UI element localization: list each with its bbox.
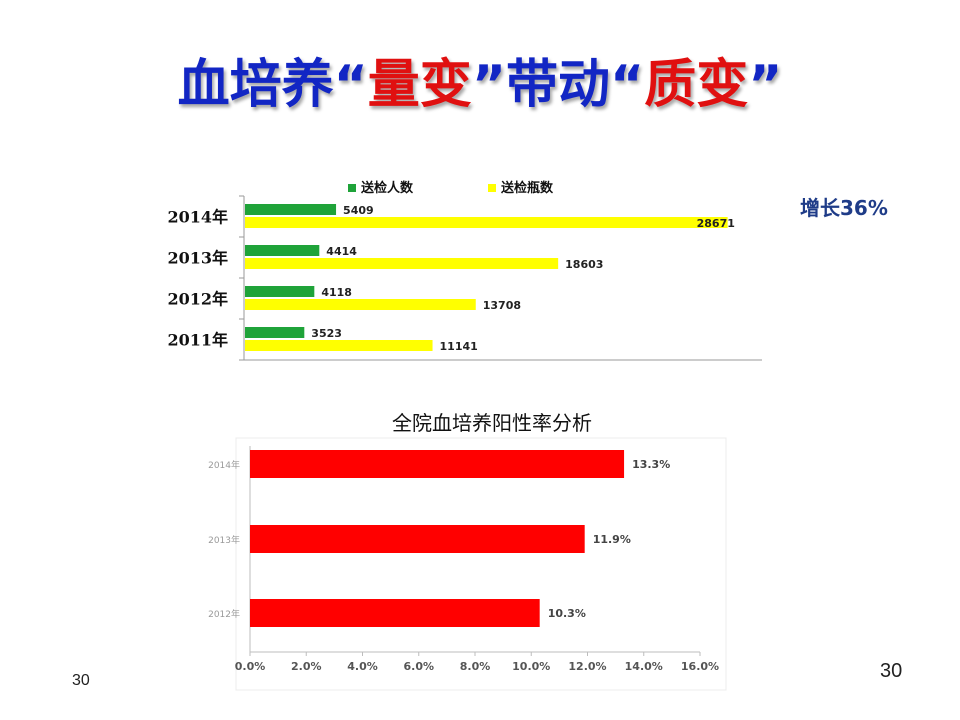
x-tick-label: 12.0% (568, 660, 606, 673)
legend-label-0: 送检人数 (360, 180, 414, 196)
data-label: 13.3% (632, 458, 670, 471)
category-label: 2014年 (208, 459, 240, 471)
chart-marks: 13.3% 11.9% 10.3% (250, 450, 670, 627)
page-number-left: 30 (72, 672, 90, 689)
category-label: 2014年 (167, 208, 228, 227)
bar-positive-rate (250, 450, 625, 478)
title-part-3: ” (471, 55, 506, 115)
data-label: 5409 (343, 204, 374, 217)
x-tick-label: 10.0% (512, 660, 550, 673)
x-tick-label: 14.0% (625, 660, 663, 673)
bar-persons (245, 327, 305, 338)
bar-persons (245, 204, 337, 215)
chart-axis: 2014年 2013年 2012年 2011年 (167, 195, 762, 361)
x-tick-label: 0.0% (235, 660, 266, 673)
plot-frame (235, 437, 727, 691)
title-part-6: 质变 (644, 55, 749, 115)
title-part-7: ” (748, 55, 783, 115)
data-label: 4414 (326, 245, 357, 258)
title-part-0: 血培养 (177, 55, 334, 115)
bar-bottles (245, 340, 433, 351)
data-label: 3523 (311, 327, 342, 340)
legend: 送检人数 送检瓶数 (348, 180, 554, 196)
category-label: 2012年 (167, 290, 228, 309)
data-label: 18603 (565, 258, 603, 271)
x-tick-label: 2.0% (291, 660, 322, 673)
data-label: 11141 (440, 340, 478, 353)
growth-note: 增长36% (800, 196, 888, 220)
bar-bottles (245, 217, 728, 228)
bar-chart-positive-rate: 全院血培养阳性率分析 0.0% 2.0% 4.0% 6.0% 8.0% 10.0% 12.0… (208, 411, 727, 691)
data-label: 10.3% (548, 607, 586, 620)
bar-persons (245, 245, 320, 256)
slide-title: 血培养“量变”带动 “质变” (0, 40, 960, 130)
x-tick-label: 6.0% (403, 660, 434, 673)
title-part-4: 带动 (506, 55, 611, 115)
title-part-1: “ (333, 55, 368, 115)
legend-swatch-0 (348, 184, 356, 192)
category-label: 2012年 (208, 608, 240, 620)
chart-axis: 0.0% 2.0% 4.0% 6.0% 8.0% 10.0% 12.0% 14.0% 16.0%… (208, 437, 727, 691)
chart-marks: 5409 28671 4414 18603 4118 13708 3523 11141 (245, 204, 735, 353)
bar-positive-rate (250, 599, 540, 627)
category-label: 2013年 (208, 534, 240, 546)
data-label: 13708 (483, 299, 521, 312)
data-label: 11.9% (593, 533, 631, 546)
x-tick-label: 4.0% (347, 660, 378, 673)
bar-chart-samples: 送检人数 送检瓶数 2014年 2013年 2012年 2011年 5409 28671 4… (167, 180, 762, 361)
bar-bottles (245, 258, 559, 269)
title-part-2: 量变 (367, 55, 472, 115)
bar-positive-rate (250, 525, 585, 553)
title-part-5: “ (610, 55, 645, 115)
bar-persons (245, 286, 315, 297)
chart-title: 全院血培养阳性率分析 (392, 411, 592, 435)
page-number-right: 30 (880, 660, 903, 682)
category-label: 2013年 (167, 249, 228, 268)
legend-swatch-1 (488, 184, 496, 192)
x-tick-label: 16.0% (681, 660, 719, 673)
data-label: 28671 (697, 217, 735, 230)
category-label: 2011年 (167, 331, 228, 350)
bar-bottles (245, 299, 476, 310)
x-tick-label: 8.0% (460, 660, 491, 673)
legend-label-1: 送检瓶数 (500, 180, 554, 196)
data-label: 4118 (321, 286, 352, 299)
